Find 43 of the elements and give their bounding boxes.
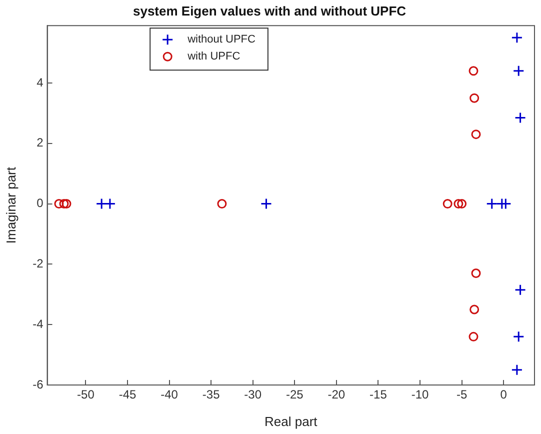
point (512, 330, 524, 342)
x-tick-label: -10 (411, 388, 430, 402)
point (514, 284, 526, 296)
point (454, 199, 464, 209)
point (514, 112, 526, 124)
point (511, 364, 523, 376)
legend-label: without UPFC (186, 34, 256, 46)
x-tick-label: 0 (500, 388, 508, 402)
y-tick-label: 4 (36, 75, 44, 90)
point (260, 198, 272, 210)
x-tick-label: -25 (286, 388, 304, 402)
point (457, 199, 467, 209)
x-tick-label: -20 (328, 388, 346, 402)
y-tick-label: -4 (32, 316, 44, 331)
legend-label: with UPFC (186, 50, 240, 63)
point (442, 199, 452, 209)
y-axis-title: Imaginar part (3, 166, 18, 244)
chart-title: system Eigen values with and without UPFC (132, 3, 407, 18)
x-tick-label: -5 (456, 388, 468, 402)
x-tick-label: -50 (77, 388, 95, 402)
point (54, 199, 64, 209)
y-tick-label: 2 (36, 136, 44, 150)
point (512, 65, 524, 77)
point (59, 199, 69, 209)
point (471, 130, 481, 140)
x-tick-label: -40 (160, 388, 178, 402)
x-tick-label: -30 (244, 388, 262, 402)
point (468, 66, 478, 76)
point (470, 304, 480, 314)
point (468, 332, 478, 342)
x-tick-label: -45 (118, 388, 136, 402)
point (470, 93, 480, 103)
point (62, 199, 72, 209)
y-tick-label: -2 (32, 256, 44, 271)
x-axis-title: Real part (264, 414, 318, 429)
y-tick-label: -6 (32, 377, 44, 392)
point (486, 198, 498, 210)
y-tick-label: 0 (36, 196, 44, 210)
point (217, 199, 227, 209)
point (471, 268, 481, 278)
point (511, 32, 523, 44)
x-tick-label: -35 (202, 388, 220, 402)
x-tick-label: -15 (370, 388, 388, 402)
